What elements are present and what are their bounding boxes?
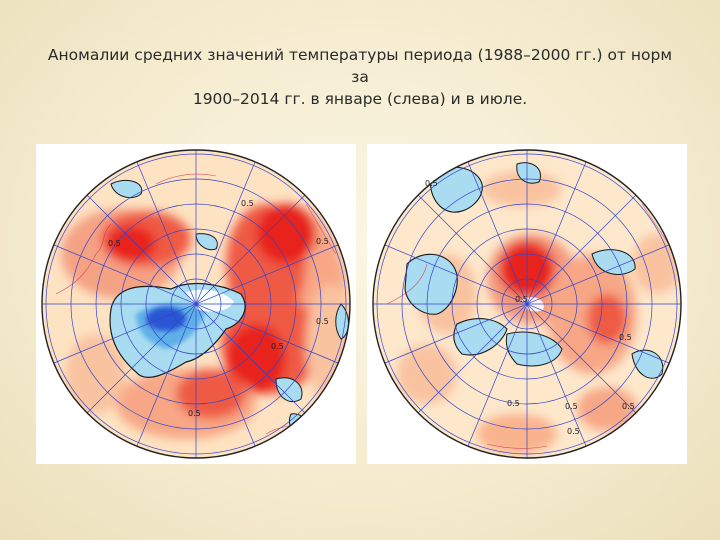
contour-label: 0.5 — [108, 239, 121, 248]
map-boundary — [372, 149, 682, 459]
contour-label: 0.5 — [619, 333, 632, 342]
contour-labels: 0.5 0.5 0.5 0.5 0.5 0.5 0.5 — [425, 179, 635, 436]
contour-label: 0.5 — [316, 237, 329, 246]
january-anomaly-map: 0.5 0.5 0.5 0.5 0.5 0.5 — [36, 144, 356, 464]
graticule — [373, 150, 681, 458]
contour-label: 0.5 — [188, 409, 201, 418]
caption-line-2: 1900–2014 гг. в январе (слева) и в июле. — [192, 90, 528, 108]
contour-label: 0.5 — [316, 317, 329, 326]
january-map-svg: 0.5 0.5 0.5 0.5 0.5 0.5 — [36, 144, 356, 464]
graticule — [42, 150, 350, 458]
contour-labels: 0.5 0.5 0.5 0.5 0.5 0.5 — [108, 199, 329, 418]
contour-label: 0.5 — [271, 342, 284, 351]
map-boundary — [41, 149, 351, 459]
contour-label: 0.5 — [241, 199, 254, 208]
contour-label: 0.5 — [565, 402, 578, 411]
figure-caption: Аномалии средних значений температуры пе… — [40, 44, 680, 110]
contour-label: 0.5 — [515, 295, 528, 304]
july-anomaly-map: 0.5 0.5 0.5 0.5 0.5 0.5 0.5 — [367, 144, 687, 464]
contour-label: 0.5 — [425, 179, 438, 188]
contour-label: 0.5 — [507, 399, 520, 408]
caption-line-1: Аномалии средних значений температуры пе… — [47, 46, 673, 86]
contour-label: 0.5 — [622, 402, 635, 411]
contour-label: 0.5 — [567, 427, 580, 436]
july-map-svg: 0.5 0.5 0.5 0.5 0.5 0.5 0.5 — [367, 144, 687, 464]
cold-anomaly-regions — [109, 179, 349, 433]
